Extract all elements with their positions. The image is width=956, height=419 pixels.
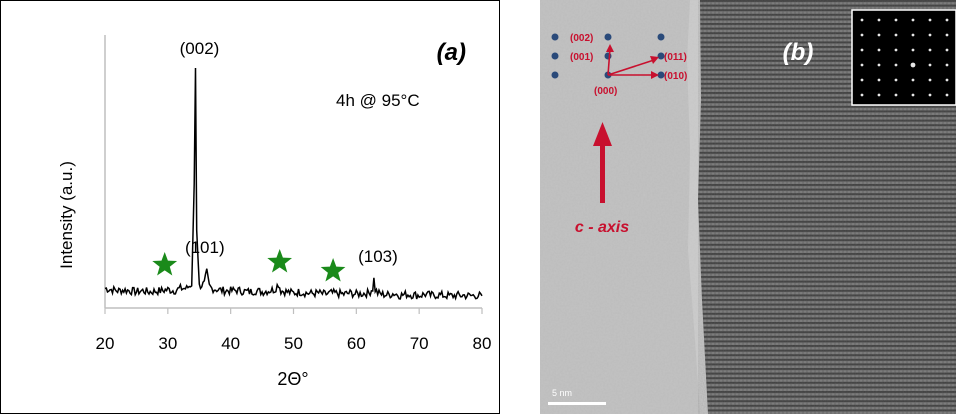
saed-spot	[928, 48, 932, 52]
condition-label: 4h @ 95°C	[336, 91, 420, 110]
saed-spot	[910, 62, 916, 68]
x-tick-label: 30	[158, 334, 177, 353]
label-001: (001)	[570, 52, 593, 63]
saed-spot	[894, 33, 898, 37]
arrowhead	[650, 56, 659, 64]
peak-label: (103)	[358, 247, 398, 266]
saed-spot	[928, 18, 932, 22]
saed-spot	[945, 48, 949, 52]
arrowhead	[606, 44, 614, 52]
saed-spot	[911, 93, 915, 97]
scale-bar	[548, 402, 606, 405]
saed-inset	[851, 9, 956, 106]
arrowhead	[651, 71, 659, 79]
saed-spot	[860, 63, 864, 67]
tem-image: (002) (001) (011) (010) (000) c - axis (…	[540, 0, 956, 414]
saed-spot	[945, 18, 949, 22]
saed-spot	[894, 78, 898, 82]
x-tick-label: 50	[284, 334, 303, 353]
panel-frame	[0, 0, 500, 414]
saed-spot	[945, 93, 949, 97]
saed-spot	[860, 18, 864, 22]
y-axis-label: Intensity (a.u.)	[57, 161, 76, 269]
scale-bar-label: 5 nm	[552, 388, 572, 398]
x-ticks	[104, 308, 483, 314]
panel-label: (a)	[437, 39, 466, 66]
diffraction-dot	[657, 71, 665, 79]
panel-b-label: (b)	[783, 39, 814, 66]
impurity-star	[320, 258, 346, 282]
saed-spot	[877, 63, 881, 67]
impurity-stars	[152, 249, 346, 282]
c-axis-label: c - axis	[575, 219, 629, 236]
peak-label: (101)	[185, 238, 225, 257]
diffraction-dot	[657, 52, 665, 60]
label-002: (002)	[570, 33, 593, 44]
saed-spot	[911, 18, 915, 22]
peak-labels: (002) (101) (103)	[180, 39, 398, 266]
saed-spot	[945, 63, 949, 67]
saed-spot	[928, 33, 932, 37]
impurity-star	[267, 249, 292, 273]
saed-spot	[894, 63, 898, 67]
x-tick-label: 20	[96, 334, 115, 353]
x-tick-labels: 20 30 40 50 60 70 80	[96, 334, 492, 353]
diffraction-dot	[657, 33, 665, 41]
saed-spot	[860, 78, 864, 82]
saed-spot	[860, 48, 864, 52]
x-tick-label: 70	[410, 334, 429, 353]
saed-spot	[945, 78, 949, 82]
diffraction-dot	[551, 33, 559, 41]
label-010: (010)	[664, 71, 687, 82]
xrd-chart: 20 30 40 50 60 70 80 (002) (101) (103) (a) 4h @ …	[0, 0, 500, 414]
diffraction-dot	[551, 52, 559, 60]
saed-spot	[911, 33, 915, 37]
saed-spot	[877, 18, 881, 22]
label-011: (011)	[664, 52, 687, 63]
saed-spots	[860, 18, 949, 97]
xrd-panel: 20 30 40 50 60 70 80 (002) (101) (103) (a) 4h @ …	[0, 0, 500, 414]
saed-spot	[894, 48, 898, 52]
c-axis-arrow	[593, 122, 612, 203]
saed-spot	[860, 33, 864, 37]
saed-spot	[860, 93, 864, 97]
saed-spot	[877, 48, 881, 52]
vector-011	[607, 59, 655, 76]
x-tick-label: 60	[347, 334, 366, 353]
saed-spot	[877, 33, 881, 37]
diffraction-dot	[604, 33, 612, 41]
saed-spot	[877, 78, 881, 82]
saed-spot	[911, 78, 915, 82]
saed-spot	[911, 48, 915, 52]
tem-panel: (002) (001) (011) (010) (000) c - axis (…	[540, 0, 956, 414]
saed-spot	[928, 78, 932, 82]
vector-001	[607, 48, 611, 76]
saed-spot	[894, 18, 898, 22]
peak-label: (002)	[180, 39, 220, 58]
impurity-star	[152, 252, 178, 276]
xrd-pattern-line	[104, 67, 483, 301]
saed-spot	[877, 93, 881, 97]
label-000: (000)	[594, 86, 617, 97]
diffraction-diagram: (002) (001) (011) (010) (000)	[551, 33, 687, 97]
c-axis-arrow-shaft	[600, 143, 605, 203]
x-axis-label: 2Θ°	[277, 369, 308, 389]
saed-inset-frame	[851, 9, 956, 106]
saed-spot	[894, 93, 898, 97]
x-tick-label: 80	[473, 334, 492, 353]
saed-spot	[928, 63, 932, 67]
saed-spot	[928, 93, 932, 97]
x-tick-label: 40	[221, 334, 240, 353]
diffraction-dot	[551, 71, 559, 79]
saed-spot	[945, 33, 949, 37]
c-axis-arrowhead	[593, 122, 612, 146]
